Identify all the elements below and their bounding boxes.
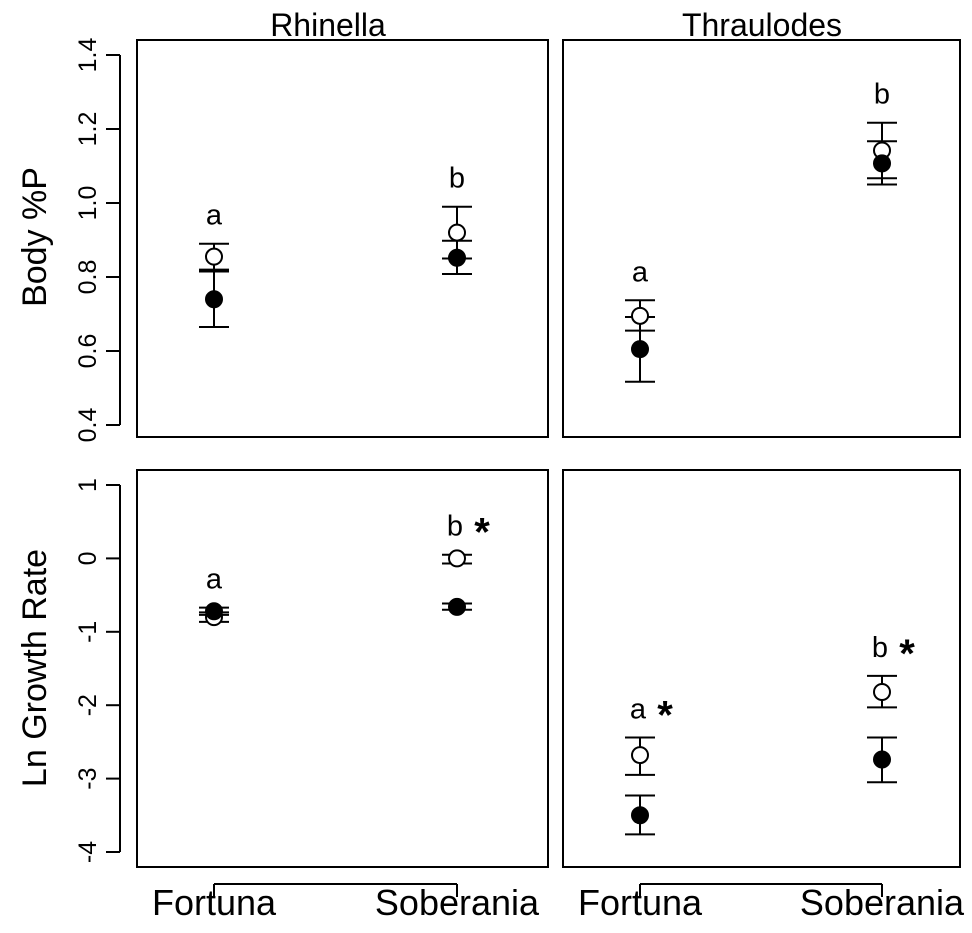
point-open [205,247,223,266]
significance-star: * [657,693,673,737]
significance-star: * [899,632,915,676]
group-letter: a [630,693,647,725]
point-filled [631,806,649,825]
group-letter: b [447,511,463,543]
y-tick-label: 1.0 [74,186,102,221]
xtick-soberania-left: Soberania [375,882,540,923]
y-tick-label: 0.8 [74,260,102,295]
plot-frame [562,469,961,868]
y-tick-label: -2 [74,694,102,716]
point-filled [873,154,891,173]
y-tick-label: 1.2 [74,112,102,147]
title-thraulodes: Thraulodes [682,7,842,43]
xtick-fortuna-right: Fortuna [578,882,703,923]
plot-frame [562,39,961,438]
plot-frame [136,39,549,438]
group-letter: a [206,200,223,232]
group-letter: a [206,564,223,596]
point-open [631,746,649,765]
panel-rhinella-growth: -4 -3 -2 -1 0 1 a b * [74,469,549,897]
title-rhinella: Rhinella [270,7,386,43]
y-tick-label: -1 [74,621,102,643]
y-tick-label: -4 [74,841,102,863]
xtick-fortuna-left: Fortuna [152,882,277,923]
point-filled [448,597,466,616]
y-tick-label: 0 [74,551,102,565]
point-filled [205,290,223,309]
point-open [448,223,466,242]
group-letter: b [872,632,888,664]
panel-thraulodes-bodyp: ab [562,39,961,438]
point-open [631,306,649,325]
panel-thraulodes-growth: a * b * [562,469,961,897]
ylabel-bodyp: Body %P [16,167,54,307]
panel-rhinella-bodyp: 0.4 0.6 0.8 1.0 1.2 1.4 a b [74,38,549,443]
y-tick-label: -3 [74,767,102,789]
point-open [873,682,891,701]
point-filled [631,340,649,359]
y-tick-label: 0.6 [74,334,102,369]
plot-frame [136,469,549,868]
y-tick-label: 1.4 [74,38,102,73]
significance-star: * [474,511,490,555]
group-letter: a [632,256,649,288]
point-filled [873,750,891,769]
xtick-soberania-right: Soberania [800,882,965,923]
point-filled [205,602,223,621]
point-open [448,549,466,568]
group-letter: b [874,79,890,111]
point-filled [448,248,466,267]
ylabel-growth: Ln Growth Rate [16,549,54,787]
y-tick-label: 0.4 [74,408,102,443]
group-letter: b [449,163,465,195]
y-tick-label: 1 [74,478,102,492]
